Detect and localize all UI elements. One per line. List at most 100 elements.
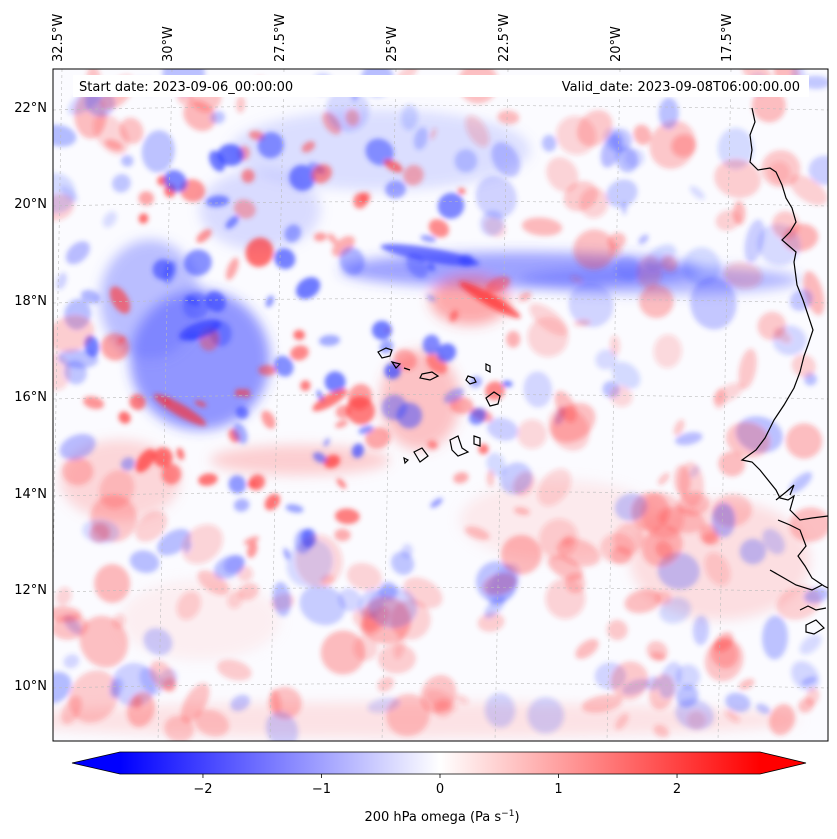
field-speckle xyxy=(181,524,224,565)
field-speckle xyxy=(261,410,276,429)
field-speckle xyxy=(733,200,746,225)
field-speckle xyxy=(762,615,788,660)
field-speckle xyxy=(454,694,469,705)
field-speckle xyxy=(243,536,260,545)
field-speckle xyxy=(443,388,464,404)
field-speckle xyxy=(233,199,256,219)
latitude-labels: 22°N 20°N 18°N 16°N 14°N 12°N 10°N xyxy=(14,101,47,694)
field-speckle xyxy=(323,438,330,447)
field-speckle xyxy=(368,586,418,629)
field-speckle xyxy=(725,692,751,713)
parallel xyxy=(53,587,828,593)
field-speckle xyxy=(718,451,746,477)
field-speckle xyxy=(164,715,194,741)
field-speckle xyxy=(293,329,305,341)
field-speckle xyxy=(217,659,252,681)
field-speckle xyxy=(449,310,459,322)
field-speckle xyxy=(636,255,662,289)
field-speckle xyxy=(675,698,714,730)
field-speckle xyxy=(118,411,131,424)
field-speckle xyxy=(653,334,682,369)
field-speckle xyxy=(138,213,149,224)
field-speckle xyxy=(313,452,327,464)
colorbar-extend-high xyxy=(760,752,806,774)
field-speckle xyxy=(227,591,243,609)
field-speckle xyxy=(725,422,771,458)
field-streak xyxy=(179,319,221,341)
field-speckle xyxy=(228,475,247,494)
field-speckle xyxy=(713,388,727,409)
field-speckle xyxy=(428,219,450,238)
field-speckle xyxy=(491,142,521,178)
field-speckle xyxy=(692,615,709,646)
field-speckle xyxy=(514,507,530,516)
field-speckle xyxy=(805,687,820,706)
field-speckle xyxy=(265,295,275,308)
field-speckle xyxy=(453,472,469,484)
field-speckle xyxy=(650,652,666,661)
field-speckle xyxy=(457,187,466,195)
field-speckle xyxy=(273,355,294,377)
lon-label: 27.5°W xyxy=(273,14,288,62)
field-speckle xyxy=(270,689,282,713)
field-speckle xyxy=(132,696,143,709)
field-speckle xyxy=(478,443,489,455)
field-speckle xyxy=(274,248,296,270)
field-speckle xyxy=(739,538,766,565)
field-speckle xyxy=(247,541,258,558)
meridian xyxy=(269,69,285,741)
field-speckle xyxy=(236,96,246,113)
field-speckle xyxy=(756,703,771,714)
field-speckle xyxy=(573,319,591,327)
field-streak xyxy=(380,243,480,267)
field-speckle xyxy=(575,638,599,659)
field-speckle xyxy=(184,541,192,554)
field-speckle xyxy=(614,256,642,281)
field-speckle xyxy=(94,564,131,603)
meridian xyxy=(606,69,621,741)
meridian xyxy=(717,69,732,741)
field-speckle xyxy=(381,394,407,421)
field-streak xyxy=(153,394,207,426)
field-speckle xyxy=(345,109,360,127)
meridian xyxy=(157,69,173,741)
field-speckle xyxy=(518,291,532,302)
field-speckle xyxy=(502,380,513,388)
field-speckle xyxy=(63,654,80,669)
field-speckle xyxy=(226,257,239,281)
field-speckle xyxy=(102,211,117,228)
lat-label: 22°N xyxy=(14,101,47,116)
field-speckle xyxy=(129,394,146,411)
field-speckle xyxy=(365,138,394,166)
field-speckle xyxy=(484,596,506,619)
lon-label: 20°W xyxy=(609,26,624,62)
lon-label: 25°W xyxy=(385,26,400,62)
colorbar-tick-label: 1 xyxy=(554,782,562,797)
field-speckle xyxy=(284,224,302,243)
field-speckle xyxy=(675,664,701,689)
field-speckle xyxy=(163,169,188,193)
field-speckle xyxy=(183,249,212,276)
field-speckle xyxy=(112,174,131,193)
field-speckle xyxy=(61,696,82,725)
field-speckle xyxy=(336,478,347,489)
field-speckle xyxy=(475,175,517,219)
field-speckle xyxy=(334,508,360,525)
field-speckle xyxy=(615,713,629,730)
field-speckle xyxy=(53,124,77,147)
field-speckle xyxy=(430,128,437,140)
field-speckle xyxy=(194,400,207,408)
field-speckle xyxy=(436,343,457,363)
field-speckle xyxy=(624,148,645,168)
field-speckle xyxy=(791,354,816,378)
field-speckle xyxy=(286,539,334,588)
field-speckle xyxy=(149,660,176,691)
field-speckle xyxy=(129,550,160,573)
field-speckle xyxy=(289,164,316,191)
colorbar-tick-label: −2 xyxy=(193,782,212,797)
field-speckle xyxy=(335,419,348,429)
colorbar-ticks: −2 −1 0 1 2 xyxy=(193,774,681,797)
field-speckle xyxy=(59,433,96,460)
field-speckle xyxy=(538,518,579,559)
